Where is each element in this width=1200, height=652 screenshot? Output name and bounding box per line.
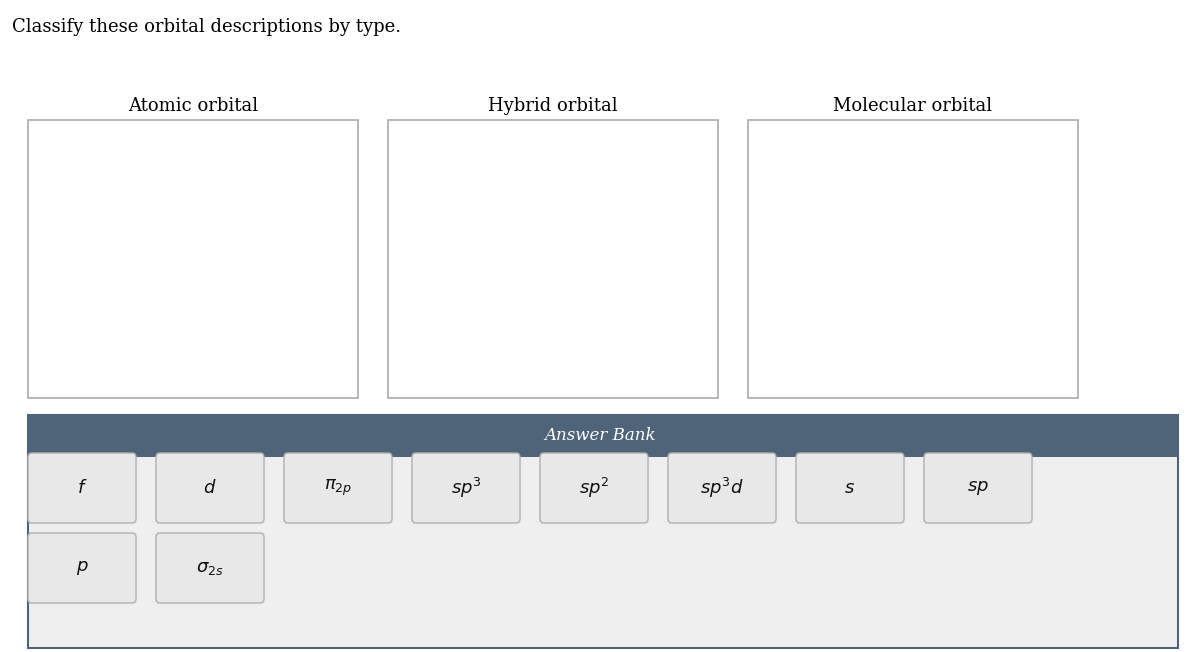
- FancyBboxPatch shape: [156, 453, 264, 523]
- FancyBboxPatch shape: [388, 120, 718, 398]
- Text: Answer Bank: Answer Bank: [544, 428, 656, 445]
- Text: $sp^2$: $sp^2$: [578, 476, 610, 500]
- Text: $s$: $s$: [845, 479, 856, 497]
- FancyBboxPatch shape: [28, 533, 136, 603]
- FancyBboxPatch shape: [748, 120, 1078, 398]
- FancyBboxPatch shape: [540, 453, 648, 523]
- FancyBboxPatch shape: [28, 415, 1178, 457]
- Text: $d$: $d$: [203, 479, 217, 497]
- Text: $sp^3$: $sp^3$: [451, 476, 481, 500]
- Text: $sp$: $sp$: [967, 479, 989, 497]
- FancyBboxPatch shape: [412, 453, 520, 523]
- FancyBboxPatch shape: [156, 533, 264, 603]
- Text: Molecular orbital: Molecular orbital: [834, 97, 992, 115]
- Text: $\sigma_{2s}$: $\sigma_{2s}$: [196, 559, 224, 577]
- FancyBboxPatch shape: [668, 453, 776, 523]
- Text: $f$: $f$: [77, 479, 88, 497]
- Text: $p$: $p$: [76, 559, 89, 577]
- Text: $\pi_{2p}$: $\pi_{2p}$: [324, 478, 352, 498]
- FancyBboxPatch shape: [28, 453, 136, 523]
- FancyBboxPatch shape: [28, 120, 358, 398]
- Text: Hybrid orbital: Hybrid orbital: [488, 97, 618, 115]
- Text: $sp^3d$: $sp^3d$: [700, 476, 744, 500]
- Text: Classify these orbital descriptions by type.: Classify these orbital descriptions by t…: [12, 18, 401, 36]
- FancyBboxPatch shape: [284, 453, 392, 523]
- FancyBboxPatch shape: [28, 457, 1178, 648]
- FancyBboxPatch shape: [796, 453, 904, 523]
- FancyBboxPatch shape: [924, 453, 1032, 523]
- Text: Atomic orbital: Atomic orbital: [128, 97, 258, 115]
